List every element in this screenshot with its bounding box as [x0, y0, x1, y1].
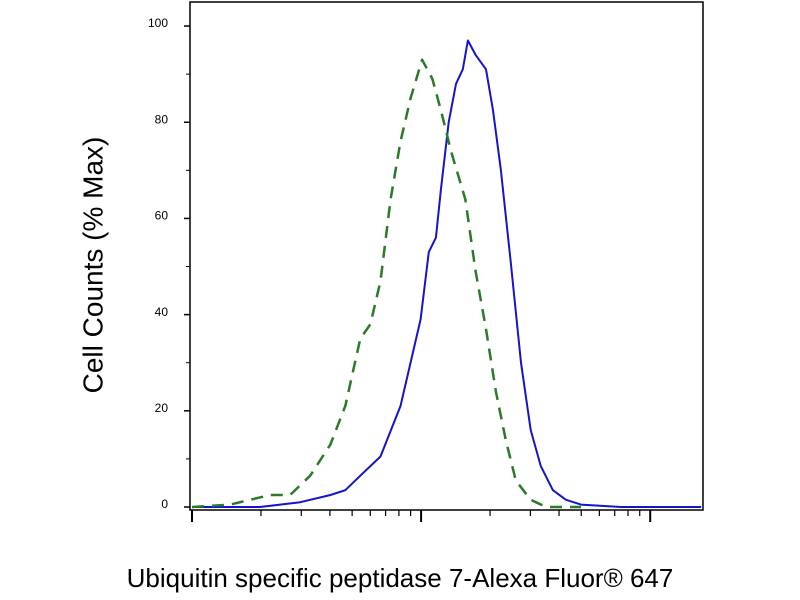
y-axis-label: Cell Counts (% Max): [77, 137, 108, 394]
histogram-line: [192, 39, 702, 508]
y-tick-label: 20: [155, 401, 169, 415]
y-tick-label: 80: [155, 112, 169, 126]
y-tick-label: 0: [161, 497, 168, 511]
plot-frame: [189, 1, 704, 511]
x-axis-label: Ubiquitin specific peptidase 7-Alexa Flu…: [127, 563, 674, 593]
y-tick-label: 60: [155, 209, 169, 223]
histogram-line: [191, 58, 581, 509]
y-tick-label: 40: [155, 305, 169, 319]
y-tick-label: 100: [148, 16, 168, 30]
